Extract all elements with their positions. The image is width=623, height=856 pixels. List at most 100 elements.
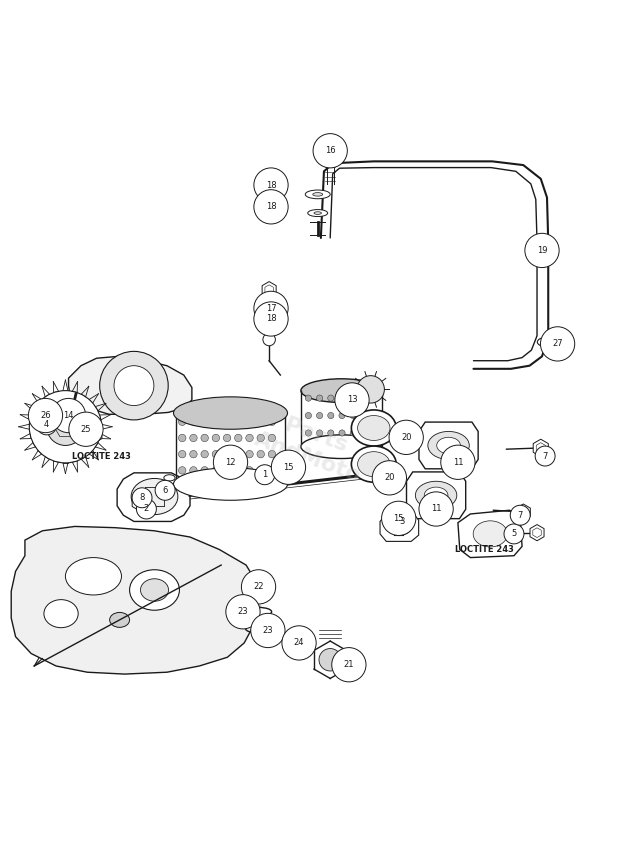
Circle shape [201,418,208,425]
Text: 7: 7 [518,511,523,520]
Circle shape [52,398,85,432]
Circle shape [268,467,275,474]
Ellipse shape [249,581,262,589]
Text: 18: 18 [265,181,277,189]
Circle shape [245,418,253,425]
Circle shape [178,450,186,458]
Circle shape [212,418,219,425]
Ellipse shape [301,435,382,459]
Circle shape [381,502,416,536]
Circle shape [242,570,275,604]
Ellipse shape [305,190,330,199]
Circle shape [257,418,264,425]
Circle shape [350,430,356,436]
Circle shape [357,376,384,403]
Ellipse shape [537,337,553,347]
Circle shape [257,434,264,442]
Text: 2: 2 [144,504,149,514]
Text: 8: 8 [140,493,145,502]
Text: 5: 5 [511,529,516,538]
Circle shape [339,413,345,419]
Circle shape [201,434,208,442]
Text: 11: 11 [453,458,463,467]
Circle shape [245,467,253,474]
Text: 3: 3 [399,517,404,526]
Circle shape [328,430,334,436]
Circle shape [339,430,345,436]
Bar [323,145,337,156]
Circle shape [313,134,348,168]
Circle shape [234,450,242,458]
Circle shape [328,413,334,419]
Text: 4: 4 [44,420,49,430]
Circle shape [254,302,288,336]
Circle shape [268,418,275,425]
Polygon shape [458,510,522,557]
Ellipse shape [65,557,121,595]
Text: 21: 21 [344,660,354,669]
Polygon shape [82,422,102,444]
Circle shape [263,333,275,346]
Polygon shape [380,512,419,541]
Ellipse shape [176,401,285,428]
Circle shape [132,488,152,508]
Circle shape [223,418,231,425]
Polygon shape [406,472,465,519]
Circle shape [510,505,530,526]
Text: 27: 27 [552,339,563,348]
Circle shape [268,450,275,458]
Text: 7: 7 [543,451,548,461]
Circle shape [255,465,275,484]
Text: 1: 1 [262,470,267,479]
Circle shape [389,420,424,455]
Circle shape [178,467,186,474]
Circle shape [268,434,275,442]
Circle shape [226,595,260,629]
Ellipse shape [358,415,390,441]
Ellipse shape [130,570,179,610]
Text: 12: 12 [226,458,235,467]
Circle shape [305,395,312,401]
Circle shape [350,395,356,401]
Circle shape [37,415,57,435]
Ellipse shape [351,446,396,482]
Circle shape [201,467,208,474]
Ellipse shape [258,321,280,329]
Circle shape [540,327,575,361]
Circle shape [234,434,242,442]
Ellipse shape [176,469,285,496]
Text: LOCTITE 243: LOCTITE 243 [72,451,131,461]
Ellipse shape [265,324,273,327]
Circle shape [189,434,197,442]
Circle shape [29,390,102,463]
Circle shape [316,395,323,401]
Circle shape [69,412,103,446]
Circle shape [234,418,242,425]
Circle shape [419,492,453,526]
Text: 13: 13 [346,395,358,405]
Ellipse shape [358,452,390,477]
Circle shape [234,467,242,474]
Circle shape [257,450,264,458]
Circle shape [332,648,366,682]
Ellipse shape [131,479,178,514]
Text: 22: 22 [254,582,264,591]
Ellipse shape [164,475,175,481]
Text: 24: 24 [294,639,304,647]
Text: 23: 23 [262,626,273,635]
Ellipse shape [473,520,508,547]
Circle shape [72,413,87,428]
Circle shape [282,626,316,660]
Circle shape [525,234,559,268]
Text: 15: 15 [394,514,404,523]
Circle shape [361,395,368,401]
Text: Parts
AndMoto: Parts AndMoto [251,407,372,486]
Circle shape [100,351,168,420]
Circle shape [245,450,253,458]
Text: 20: 20 [384,473,394,482]
Polygon shape [530,525,544,541]
Circle shape [373,461,406,495]
Circle shape [316,430,323,436]
Circle shape [223,450,231,458]
Ellipse shape [424,487,448,503]
